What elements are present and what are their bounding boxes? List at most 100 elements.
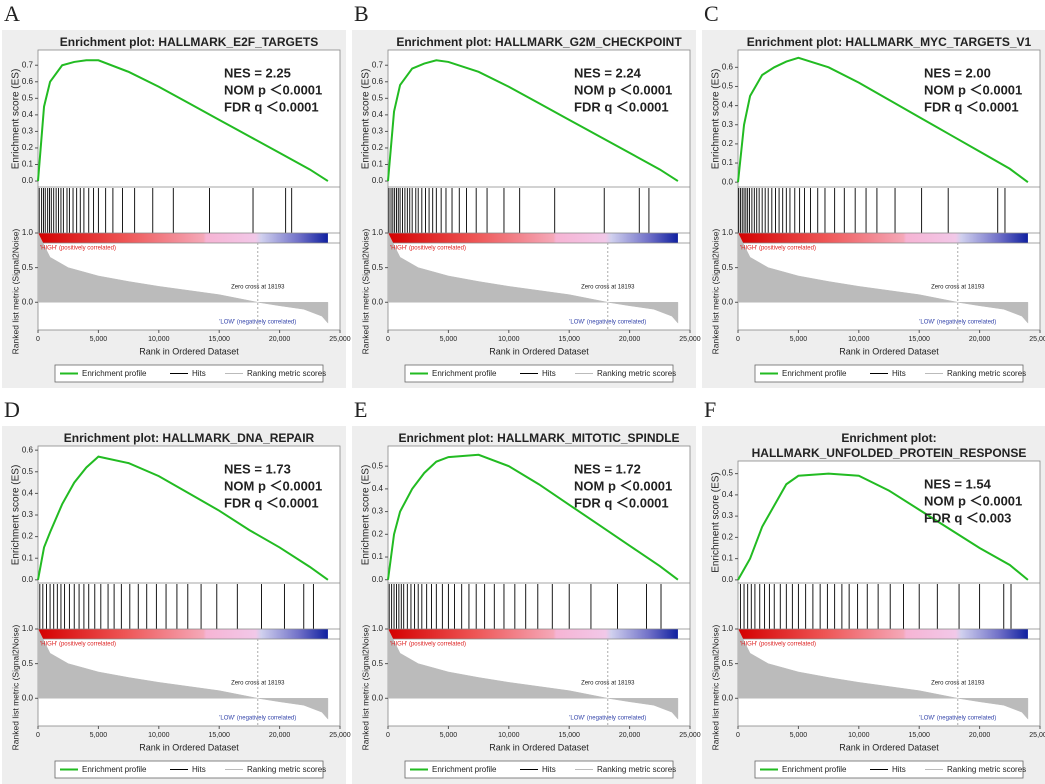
- y-tick-label: 1.0: [722, 228, 734, 237]
- heatmap: [388, 629, 678, 639]
- y-axis-label: Ranked list metric (Signal2Noise): [10, 229, 20, 355]
- low-label: 'LOW' (negatively correlated): [919, 320, 996, 326]
- y-tick-label: 0.5: [722, 469, 734, 478]
- annotation: NES = 1.54: [924, 476, 992, 491]
- legend-box: [754, 760, 1024, 779]
- legend-label: Ranking metric scores: [247, 369, 326, 378]
- y-tick-label: 0.6: [22, 77, 34, 86]
- y-tick-label: 0.0: [372, 693, 384, 702]
- high-label: 'HIGH' (positively correlated): [390, 246, 466, 252]
- y-tick-label: 0.5: [22, 263, 34, 272]
- y-tick-label: 0.5: [372, 461, 384, 470]
- y-axis-label: Enrichment score (ES): [11, 69, 22, 170]
- y-tick-label: 0.1: [372, 552, 384, 561]
- x-tick-label: 5,000: [440, 732, 458, 739]
- chart-title: Enrichment plot: HALLMARK_E2F_TARGETS: [60, 35, 318, 49]
- x-tick-label: 20,000: [269, 732, 291, 739]
- x-tick-label: 5,000: [790, 732, 808, 739]
- metric-area: [737, 232, 1029, 324]
- annotation: FDR q ＜0.0001: [224, 99, 319, 114]
- x-tick-label: 10,000: [848, 732, 870, 739]
- y-tick-label: 0.0: [372, 176, 384, 185]
- es-curve: [387, 453, 679, 581]
- panel-letter: E: [354, 397, 367, 422]
- es-curve: [387, 59, 679, 182]
- legend-label: Ranking metric scores: [947, 765, 1026, 774]
- y-tick-label: 0.2: [722, 139, 734, 148]
- y-tick-label: 0.0: [722, 693, 734, 702]
- panel: B Enrichment plot: HALLMARK_G2M_CHECKPOIN…: [352, 1, 701, 388]
- x-tick-label: 20,000: [619, 732, 641, 739]
- y-tick-label: 0.1: [22, 160, 34, 169]
- y-tick-label: 0.3: [22, 127, 34, 136]
- high-label: 'HIGH' (positively correlated): [740, 246, 816, 252]
- high-label: 'HIGH' (positively correlated): [390, 642, 466, 648]
- chart-title: HALLMARK_UNFOLDED_PROTEIN_RESPONSE: [752, 446, 1027, 460]
- y-axis-label: Ranked list metric (Signal2Noise): [710, 625, 720, 751]
- y-tick-label: 1.0: [372, 228, 384, 237]
- zero-cross-label: Zero cross at 18193: [231, 285, 285, 291]
- y-axis-label: Ranked list metric (Signal2Noise): [710, 229, 720, 355]
- legend-label: Ranking metric scores: [947, 369, 1026, 378]
- panel: C Enrichment plot: HALLMARK_MYC_TARGETS_V…: [702, 1, 1045, 388]
- chart-title: Enrichment plot: HALLMARK_MITOTIC_SPINDL…: [398, 431, 679, 445]
- high-label: 'HIGH' (positively correlated): [740, 642, 816, 648]
- y-axis-label: Enrichment score (ES): [11, 465, 22, 566]
- y-tick-label: 0.1: [722, 158, 734, 167]
- panel-letter: D: [4, 397, 20, 422]
- heatmap: [738, 233, 1028, 243]
- y-tick-label: 0.4: [722, 101, 734, 110]
- legend-label: Hits: [192, 369, 206, 378]
- high-label: 'HIGH' (positively correlated): [40, 642, 116, 648]
- y-axis-label: Enrichment score (ES): [711, 472, 722, 573]
- y-tick-label: 0.0: [22, 176, 34, 185]
- y-tick-label: 1.0: [22, 228, 34, 237]
- y-tick-label: 0.0: [372, 575, 384, 584]
- y-tick-label: 0.4: [722, 490, 734, 499]
- y-tick-label: 0.5: [722, 82, 734, 91]
- legend-label: Enrichment profile: [432, 765, 497, 774]
- annotation: NOM p ＜0.0001: [574, 478, 672, 493]
- panel: F Enrichment plot:HALLMARK_UNFOLDED_PROTE…: [702, 397, 1045, 784]
- y-tick-label: 0.3: [372, 507, 384, 516]
- y-tick-label: 0.4: [22, 110, 34, 119]
- y-tick-label: 0.7: [372, 60, 384, 69]
- annotation: FDR q ＜0.003: [924, 510, 1011, 525]
- x-tick-label: 0: [736, 336, 740, 343]
- y-tick-label: 0.1: [722, 554, 734, 563]
- x-tick-label: 20,000: [969, 732, 991, 739]
- y-tick-label: 0.2: [372, 529, 384, 538]
- legend-label: Hits: [892, 765, 906, 774]
- heatmap: [38, 233, 328, 243]
- y-tick-label: 0.5: [722, 659, 734, 668]
- y-axis-label: Enrichment score (ES): [361, 465, 372, 566]
- es-curve: [737, 472, 1029, 581]
- y-tick-label: 0.5: [372, 659, 384, 668]
- x-tick-label: 15,000: [208, 732, 230, 739]
- y-tick-label: 0.7: [22, 60, 34, 69]
- zero-cross-label: Zero cross at 18193: [581, 681, 635, 687]
- y-tick-label: 0.0: [722, 297, 734, 306]
- y-tick-label: 0.1: [22, 553, 34, 562]
- panel-letter: C: [704, 1, 719, 26]
- annotation: NES = 2.00: [924, 65, 991, 80]
- low-label: 'LOW' (negatively correlated): [569, 320, 646, 326]
- annotation: FDR q ＜0.0001: [224, 495, 319, 510]
- y-tick-label: 0.0: [722, 177, 734, 186]
- legend-label: Ranking metric scores: [597, 369, 676, 378]
- x-tick-label: 5,000: [440, 336, 458, 343]
- x-axis-label: Rank in Ordered Dataset: [839, 346, 939, 356]
- y-tick-label: 0.3: [722, 511, 734, 520]
- legend-label: Enrichment profile: [432, 369, 497, 378]
- legend-label: Ranking metric scores: [247, 765, 326, 774]
- es-curve: [37, 455, 329, 581]
- annotation: NOM p ＜0.0001: [924, 82, 1022, 97]
- y-tick-label: 0.5: [722, 263, 734, 272]
- y-tick-label: 0.2: [372, 143, 384, 152]
- annotation: NOM p ＜0.0001: [574, 82, 672, 97]
- chart-title: Enrichment plot:: [841, 431, 936, 445]
- y-axis-label: Ranked list metric (Signal2Noise): [360, 625, 370, 751]
- chart-title: Enrichment plot: HALLMARK_DNA_REPAIR: [64, 431, 315, 445]
- y-tick-label: 0.4: [372, 484, 384, 493]
